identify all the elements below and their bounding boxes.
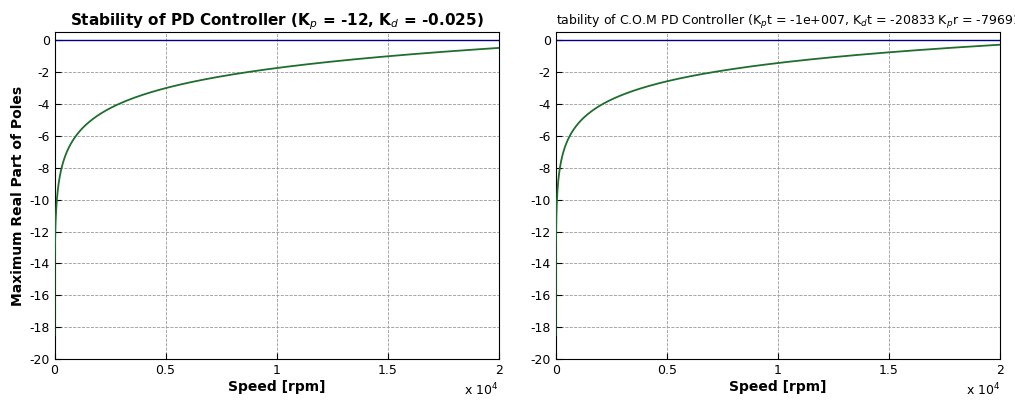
X-axis label: Speed [rpm]: Speed [rpm] bbox=[228, 380, 326, 394]
Text: tability of C.O.M PD Controller (K$_p$t = -1e+007, K$_d$t = -20833 K$_p$r = -796: tability of C.O.M PD Controller (K$_p$t … bbox=[555, 13, 1015, 31]
Title: Stability of PD Controller (K$_p$ = -12, K$_d$ = -0.025): Stability of PD Controller (K$_p$ = -12,… bbox=[70, 11, 483, 32]
Text: x 10$^4$: x 10$^4$ bbox=[465, 382, 498, 399]
X-axis label: Speed [rpm]: Speed [rpm] bbox=[729, 380, 826, 394]
Text: x 10$^4$: x 10$^4$ bbox=[965, 382, 1000, 399]
Y-axis label: Maximum Real Part of Poles: Maximum Real Part of Poles bbox=[11, 85, 25, 306]
